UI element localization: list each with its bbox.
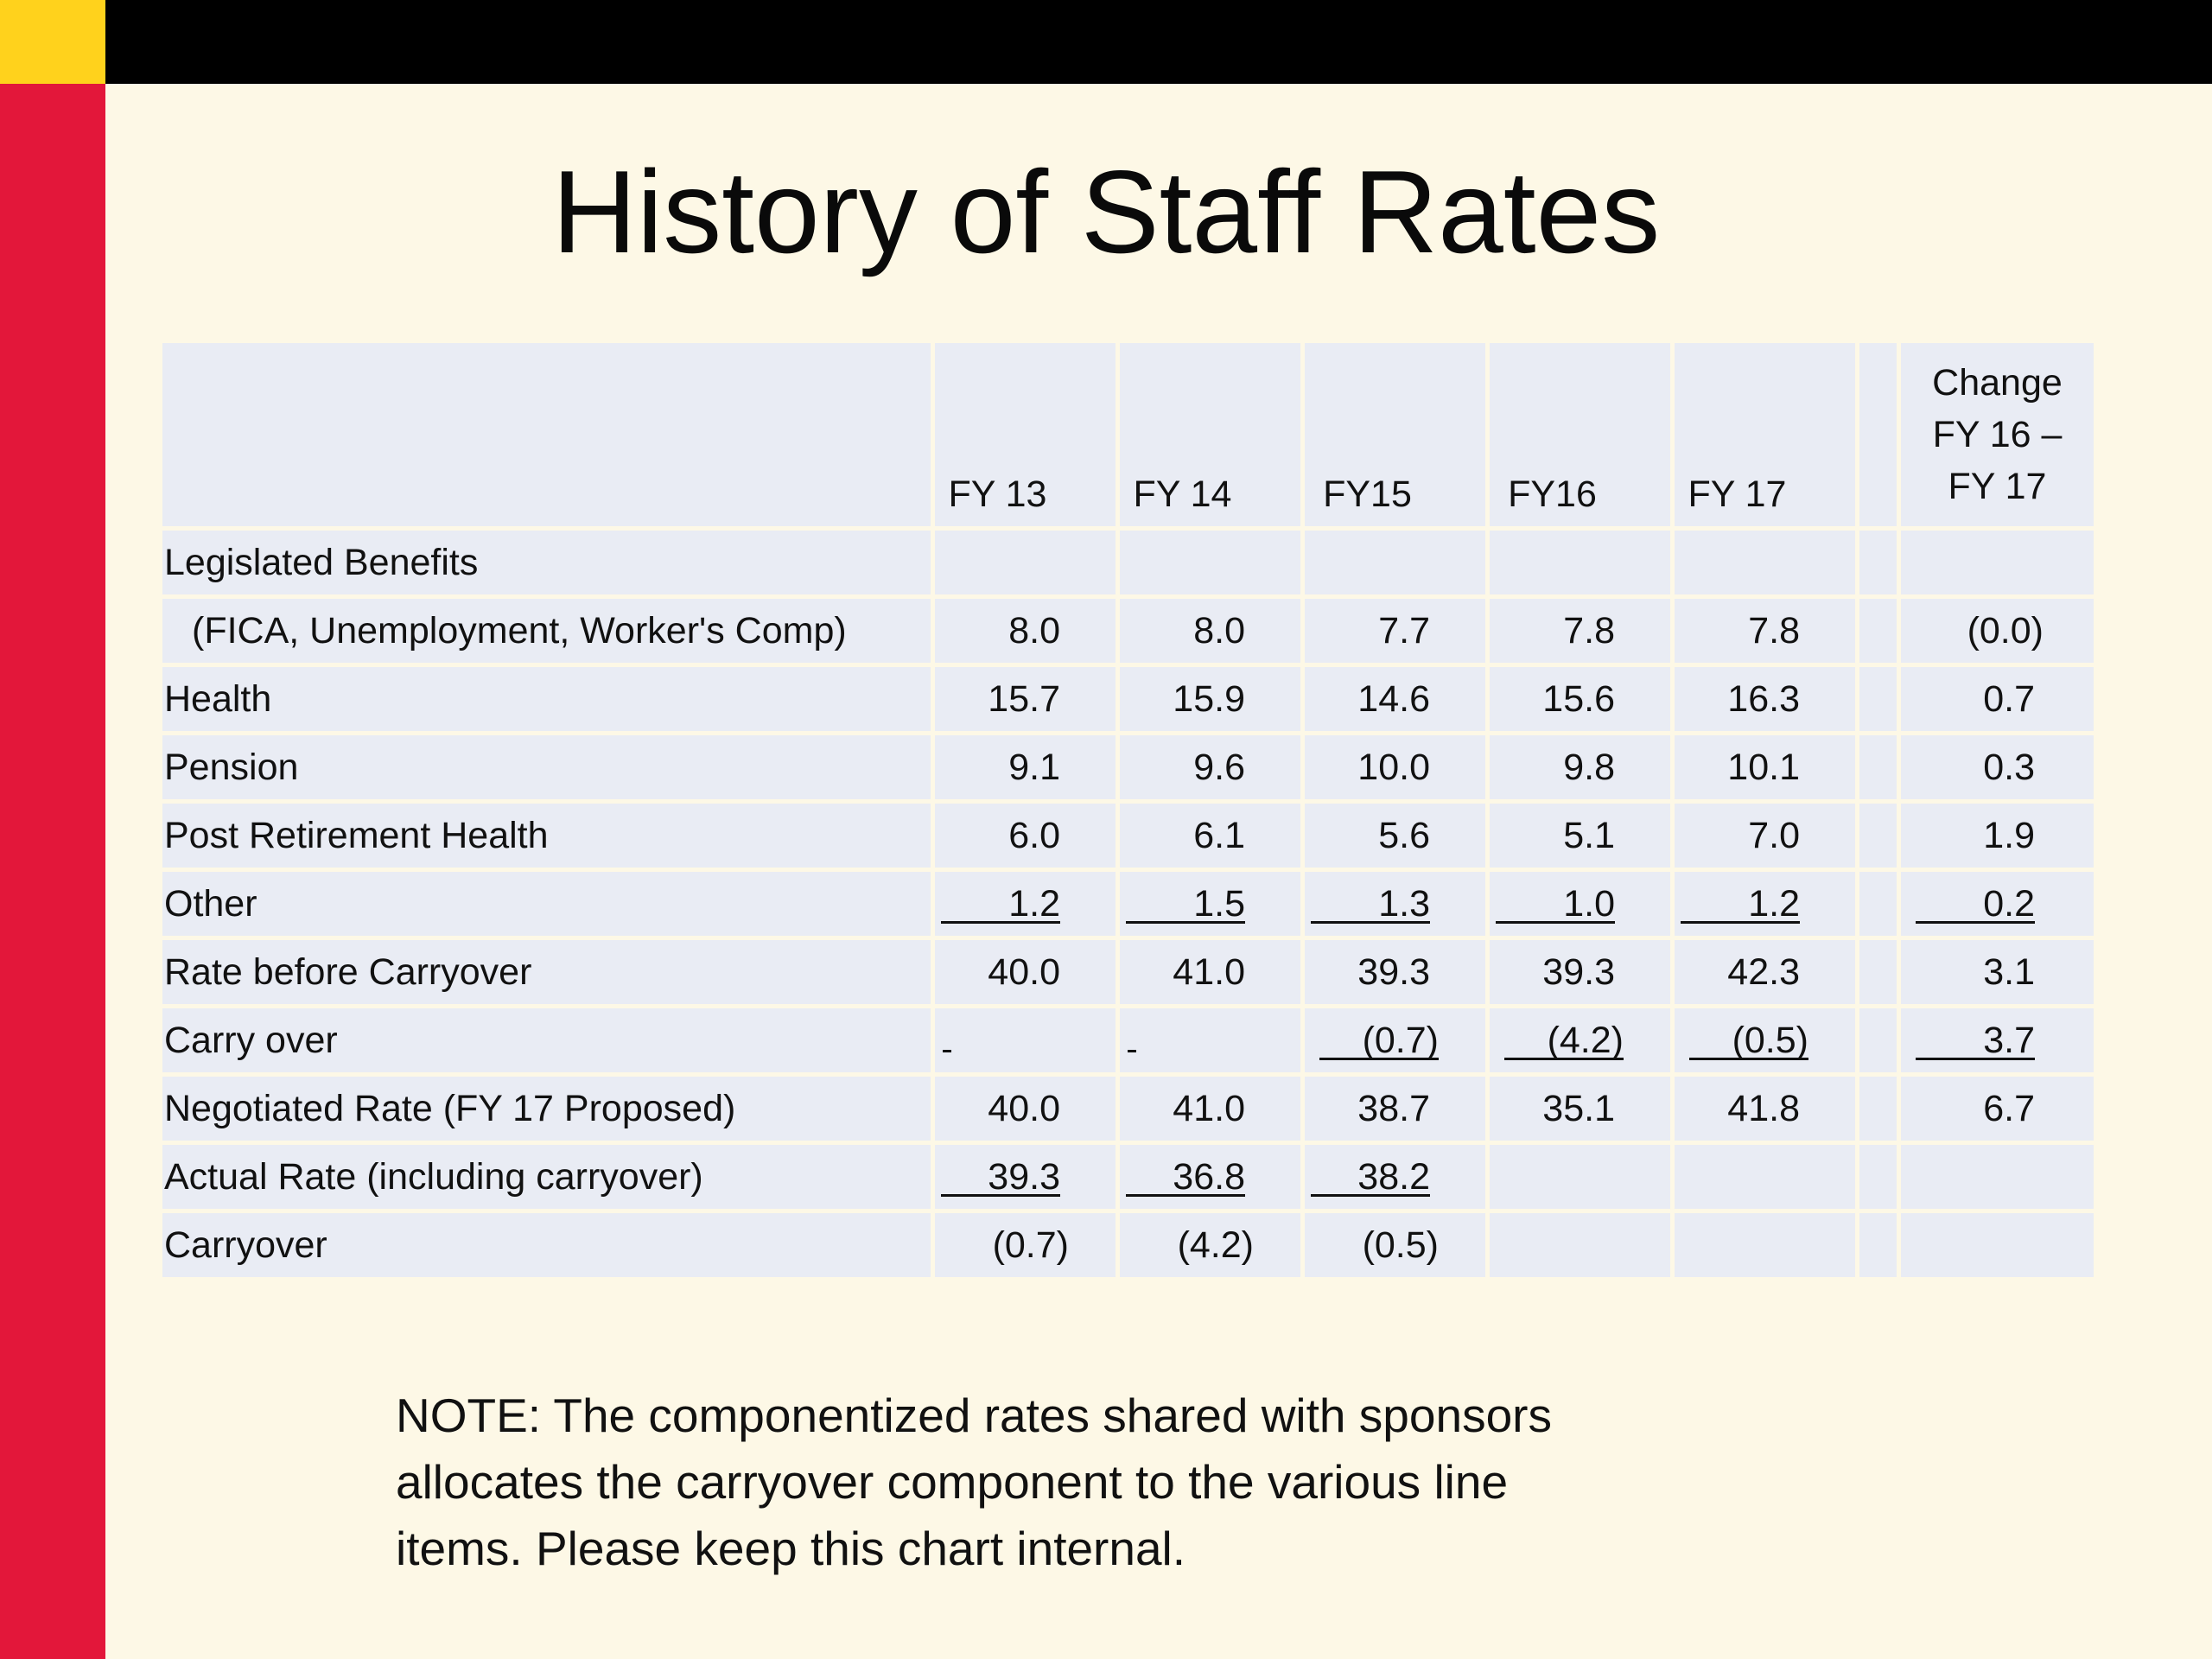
dash-mark — [1128, 1049, 1136, 1052]
cell-fy16: 35.1 — [1490, 1077, 1675, 1145]
row-negotiated: Negotiated Rate (FY 17 Proposed) 40.0 41… — [162, 1077, 2098, 1145]
cell-fy17: 7.0 — [1675, 804, 1859, 872]
header-change: Change FY 16 – FY 17 — [1901, 343, 2098, 531]
row-health: Health 15.7 15.9 14.6 15.6 16.3 0.7 — [162, 667, 2098, 735]
cell-fy13: 1.2 — [941, 885, 1060, 924]
row-legislated: Legislated Benefits — [162, 531, 2098, 599]
cell-fy15: (0.7) — [1319, 1021, 1439, 1060]
cell-fy13: 15.7 — [935, 667, 1120, 735]
row-label: Post Retirement Health — [162, 804, 935, 872]
cell-fy17: 42.3 — [1675, 940, 1859, 1008]
row-label: Health — [162, 667, 935, 735]
cell-fy16: 39.3 — [1490, 940, 1675, 1008]
row-label: Legislated Benefits — [162, 531, 935, 599]
cell-fy13: (0.7) — [935, 1213, 1120, 1281]
cell-fy16: 7.8 — [1490, 599, 1675, 667]
row-carry-over: Carry over (0.7) (4.2) (0.5) 3.7 — [162, 1008, 2098, 1077]
row-label: Actual Rate (including carryover) — [162, 1145, 935, 1213]
cell-fy17: 10.1 — [1675, 735, 1859, 804]
row-actual: Actual Rate (including carryover) 39.3 3… — [162, 1145, 2098, 1213]
cell-fy15: 14.6 — [1305, 667, 1490, 735]
row-carryover: Carryover (0.7) (4.2) (0.5) — [162, 1213, 2098, 1281]
header-fy16: FY16 — [1490, 343, 1675, 531]
cell-fy13: 8.0 — [935, 599, 1120, 667]
header-fy14: FY 14 — [1120, 343, 1305, 531]
cell-fy17: 41.8 — [1675, 1077, 1859, 1145]
cell-fy15: 7.7 — [1305, 599, 1490, 667]
cell-fy13: 39.3 — [941, 1158, 1060, 1197]
cell-fy15: 1.3 — [1311, 885, 1430, 924]
header-fy17: FY 17 — [1675, 343, 1859, 531]
row-label: Negotiated Rate (FY 17 Proposed) — [162, 1077, 935, 1145]
side-bar — [0, 84, 105, 1659]
cell-fy16: 1.0 — [1496, 885, 1615, 924]
rates-table: FY 13 FY 14 FY15 FY16 FY 17 Change FY 16… — [162, 343, 2098, 1281]
corner-accent — [0, 0, 105, 84]
top-bar — [105, 0, 2212, 84]
row-post-retirement: Post Retirement Health 6.0 6.1 5.6 5.1 7… — [162, 804, 2098, 872]
cell-change: 0.3 — [1901, 735, 2098, 804]
cell-fy16: 5.1 — [1490, 804, 1675, 872]
cell-fy15: 39.3 — [1305, 940, 1490, 1008]
note-line: allocates the carryover component to the… — [396, 1455, 1509, 1509]
cell-change: 0.2 — [1916, 885, 2035, 924]
row-label: Pension — [162, 735, 935, 804]
header-change-line1: Change — [1932, 362, 2063, 404]
note-text: NOTE: The componentized rates shared wit… — [396, 1382, 1692, 1582]
cell-fy13: 6.0 — [935, 804, 1120, 872]
cell-change: 0.7 — [1901, 667, 2098, 735]
row-label: Rate before Carryover — [162, 940, 935, 1008]
cell-fy14: 9.6 — [1120, 735, 1305, 804]
cell-fy16: 15.6 — [1490, 667, 1675, 735]
cell-fy13: 40.0 — [935, 1077, 1120, 1145]
row-label: Carry over — [162, 1008, 935, 1077]
cell-change: 6.7 — [1901, 1077, 2098, 1145]
header-row: FY 13 FY 14 FY15 FY16 FY 17 Change FY 16… — [162, 343, 2098, 531]
cell-change: 1.9 — [1901, 804, 2098, 872]
cell-fy13: 40.0 — [935, 940, 1120, 1008]
cell-fy17: 7.8 — [1675, 599, 1859, 667]
dash-mark — [943, 1049, 951, 1052]
cell-fy14: 36.8 — [1126, 1158, 1245, 1197]
row-rate-before: Rate before Carryover 40.0 41.0 39.3 39.… — [162, 940, 2098, 1008]
row-label: Carryover — [162, 1213, 935, 1281]
cell-fy16: 9.8 — [1490, 735, 1675, 804]
cell-fy14: 41.0 — [1120, 1077, 1305, 1145]
header-change-line3: FY 17 — [1948, 466, 2047, 507]
header-gap — [1859, 343, 1901, 531]
row-fica: (FICA, Unemployment, Worker's Comp) 8.0 … — [162, 599, 2098, 667]
note-line: items. Please keep this chart internal. — [396, 1522, 1186, 1575]
cell-fy14: (4.2) — [1120, 1213, 1305, 1281]
header-blank — [162, 343, 935, 531]
row-other: Other 1.2 1.5 1.3 1.0 1.2 0.2 — [162, 872, 2098, 940]
cell-fy15: 38.2 — [1311, 1158, 1430, 1197]
cell-fy15: 38.7 — [1305, 1077, 1490, 1145]
cell-fy14: 15.9 — [1120, 667, 1305, 735]
cell-fy15: 10.0 — [1305, 735, 1490, 804]
cell-fy17: 16.3 — [1675, 667, 1859, 735]
row-pension: Pension 9.1 9.6 10.0 9.8 10.1 0.3 — [162, 735, 2098, 804]
cell-fy14: 1.5 — [1126, 885, 1245, 924]
cell-fy13: 9.1 — [935, 735, 1120, 804]
cell-change: 3.7 — [1916, 1021, 2035, 1060]
cell-fy17: 1.2 — [1681, 885, 1800, 924]
cell-fy17: (0.5) — [1689, 1021, 1808, 1060]
note-line: NOTE: The componentized rates shared wit… — [396, 1389, 1552, 1442]
cell-fy14: 8.0 — [1120, 599, 1305, 667]
cell-fy14: 41.0 — [1120, 940, 1305, 1008]
cell-fy15: 5.6 — [1305, 804, 1490, 872]
header-change-line2: FY 16 – — [1932, 414, 2063, 455]
header-fy13: FY 13 — [935, 343, 1120, 531]
cell-fy16: (4.2) — [1504, 1021, 1624, 1060]
header-fy15: FY15 — [1305, 343, 1490, 531]
cell-change: (0.0) — [1901, 599, 2098, 667]
row-label: (FICA, Unemployment, Worker's Comp) — [162, 599, 935, 667]
slide-title: History of Staff Rates — [551, 146, 1661, 277]
cell-fy14: 6.1 — [1120, 804, 1305, 872]
cell-fy15: (0.5) — [1305, 1213, 1490, 1281]
cell-change: 3.1 — [1901, 940, 2098, 1008]
row-label: Other — [162, 872, 935, 940]
